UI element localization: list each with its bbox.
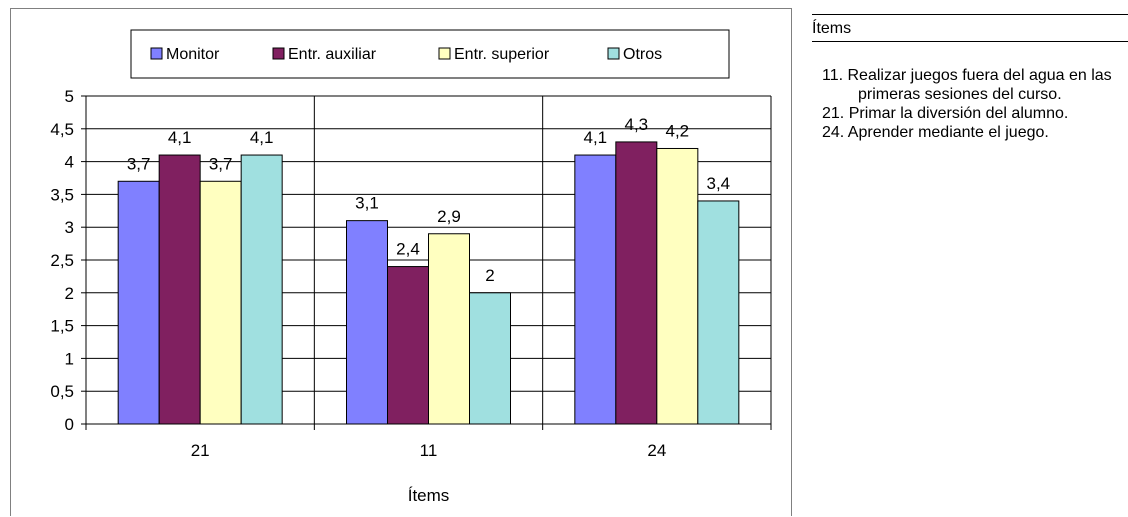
- data-label: 4,1: [168, 128, 192, 147]
- data-label: 4,3: [625, 115, 649, 134]
- legend-swatch: [607, 47, 620, 60]
- bar: [428, 233, 470, 425]
- items-panel-title: Ítems: [812, 14, 1128, 42]
- y-tick-label: 1,5: [50, 317, 74, 336]
- legend-label: Entr. auxiliar: [288, 46, 377, 63]
- x-tick-label: 11: [420, 441, 438, 460]
- y-tick-label: 0: [65, 415, 74, 434]
- data-label: 3,1: [355, 194, 379, 213]
- x-tick-label: 21: [191, 441, 210, 460]
- y-tick-label: 3,5: [50, 185, 74, 204]
- data-label: 3,4: [707, 174, 731, 193]
- bar: [240, 154, 283, 425]
- bar: [574, 154, 617, 425]
- y-tick-label: 1: [65, 349, 74, 368]
- y-tick-label: 4: [65, 153, 74, 172]
- legend-swatch: [438, 47, 451, 60]
- y-tick-label: 4,5: [50, 120, 74, 139]
- y-tick-label: 2: [65, 284, 74, 303]
- data-label: 2,9: [437, 207, 461, 226]
- data-label: 4,2: [666, 121, 690, 140]
- bar-chart: 0 0,5 1 1,5 2 2,5 3 3,5 4 4,5 5 3,7 4,1 3,7 4,1 21 3,1 2,…: [50, 29, 772, 505]
- legend-label: Entr. superior: [454, 46, 550, 63]
- list-item: 21. Primar la diversión del alumno.: [822, 105, 1069, 122]
- legend-swatch: [150, 47, 163, 60]
- list-item: 24. Aprender mediante el juego.: [822, 124, 1049, 141]
- items-list: 11. Realizar juegos fuera del agua en la…: [812, 66, 1128, 142]
- bar: [615, 141, 658, 425]
- data-label: 4,1: [250, 128, 274, 147]
- legend-box: [130, 29, 730, 79]
- y-tick-label: 2,5: [50, 251, 74, 270]
- x-tick-label: 24: [647, 441, 666, 460]
- data-label: 4,1: [584, 128, 608, 147]
- y-tick-label: 3: [65, 218, 74, 237]
- legend-label: Otros: [623, 46, 662, 63]
- legend-label: Monitor: [166, 46, 220, 63]
- legend-swatch: [272, 47, 285, 60]
- items-panel: Ítems 11. Realizar juegos fuera del agua…: [812, 14, 1128, 142]
- y-tick-label: 5: [65, 87, 74, 106]
- bar: [199, 180, 242, 425]
- x-axis-title: Ítems: [408, 486, 450, 505]
- data-label: 3,7: [209, 154, 233, 173]
- chart-frame: 0 0,5 1 1,5 2 2,5 3 3,5 4 4,5 5 3,7 4,1 3,7 4,1 21 3,1 2,…: [10, 8, 792, 516]
- bar: [346, 220, 388, 425]
- data-label: 3,7: [127, 154, 151, 173]
- bar: [117, 180, 160, 425]
- list-item: 11. Realizar juegos fuera del agua en la…: [822, 67, 1112, 103]
- y-tick-label: 0,5: [50, 382, 74, 401]
- bar: [158, 154, 201, 425]
- data-label: 2,4: [396, 240, 420, 259]
- bar: [656, 147, 699, 425]
- bar: [469, 292, 511, 425]
- data-label: 2: [485, 266, 494, 285]
- bar: [387, 266, 429, 425]
- bar: [697, 200, 740, 425]
